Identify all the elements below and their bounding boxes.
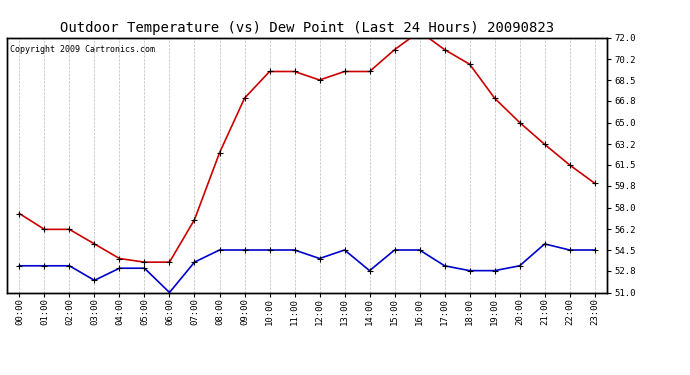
Text: Copyright 2009 Cartronics.com: Copyright 2009 Cartronics.com (10, 45, 155, 54)
Title: Outdoor Temperature (vs) Dew Point (Last 24 Hours) 20090823: Outdoor Temperature (vs) Dew Point (Last… (60, 21, 554, 35)
